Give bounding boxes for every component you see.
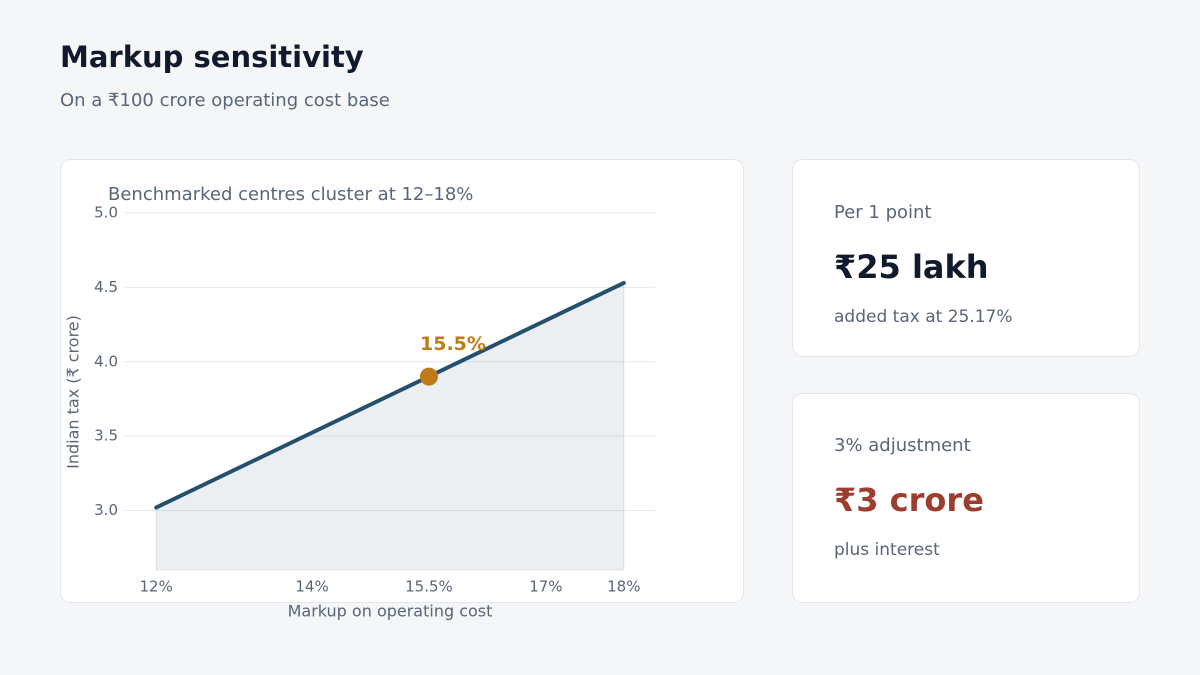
y-tick-label: 3.0 bbox=[94, 501, 118, 519]
highlight-point bbox=[419, 367, 438, 386]
x-tick-label: 18% bbox=[607, 578, 640, 596]
title: Markup sensitivity bbox=[60, 40, 364, 74]
stat-card bbox=[792, 393, 1140, 603]
subtitle: On a ₹100 crore operating cost base bbox=[60, 90, 390, 111]
card-value: ₹25 lakh bbox=[834, 248, 989, 286]
y-tick-label: 3.5 bbox=[94, 427, 118, 445]
chart-card bbox=[60, 159, 744, 603]
card-note: added tax at 25.17% bbox=[834, 307, 1013, 327]
y-axis-label: Indian tax (₹ crore) bbox=[64, 315, 83, 469]
card-label: Per 1 point bbox=[834, 202, 932, 223]
y-tick-label: 5.0 bbox=[94, 204, 118, 222]
card-note: plus interest bbox=[834, 540, 940, 560]
card-value: ₹3 crore bbox=[834, 481, 984, 519]
highlight-label: 15.5% bbox=[420, 333, 486, 355]
x-tick-label: 17% bbox=[529, 578, 562, 596]
x-tick-label: 12% bbox=[140, 578, 173, 596]
stat-card bbox=[792, 159, 1140, 357]
card-label: 3% adjustment bbox=[834, 435, 971, 456]
x-tick-label: 14% bbox=[295, 578, 328, 596]
line bbox=[154, 280, 626, 510]
y-tick-label: 4.0 bbox=[94, 352, 118, 370]
x-tick-label: 15.5% bbox=[405, 578, 453, 596]
y-tick-label: 4.5 bbox=[94, 278, 118, 296]
x-axis-label: Markup on operating cost bbox=[288, 602, 493, 621]
chart-title: Benchmarked centres cluster at 12–18% bbox=[108, 184, 473, 205]
